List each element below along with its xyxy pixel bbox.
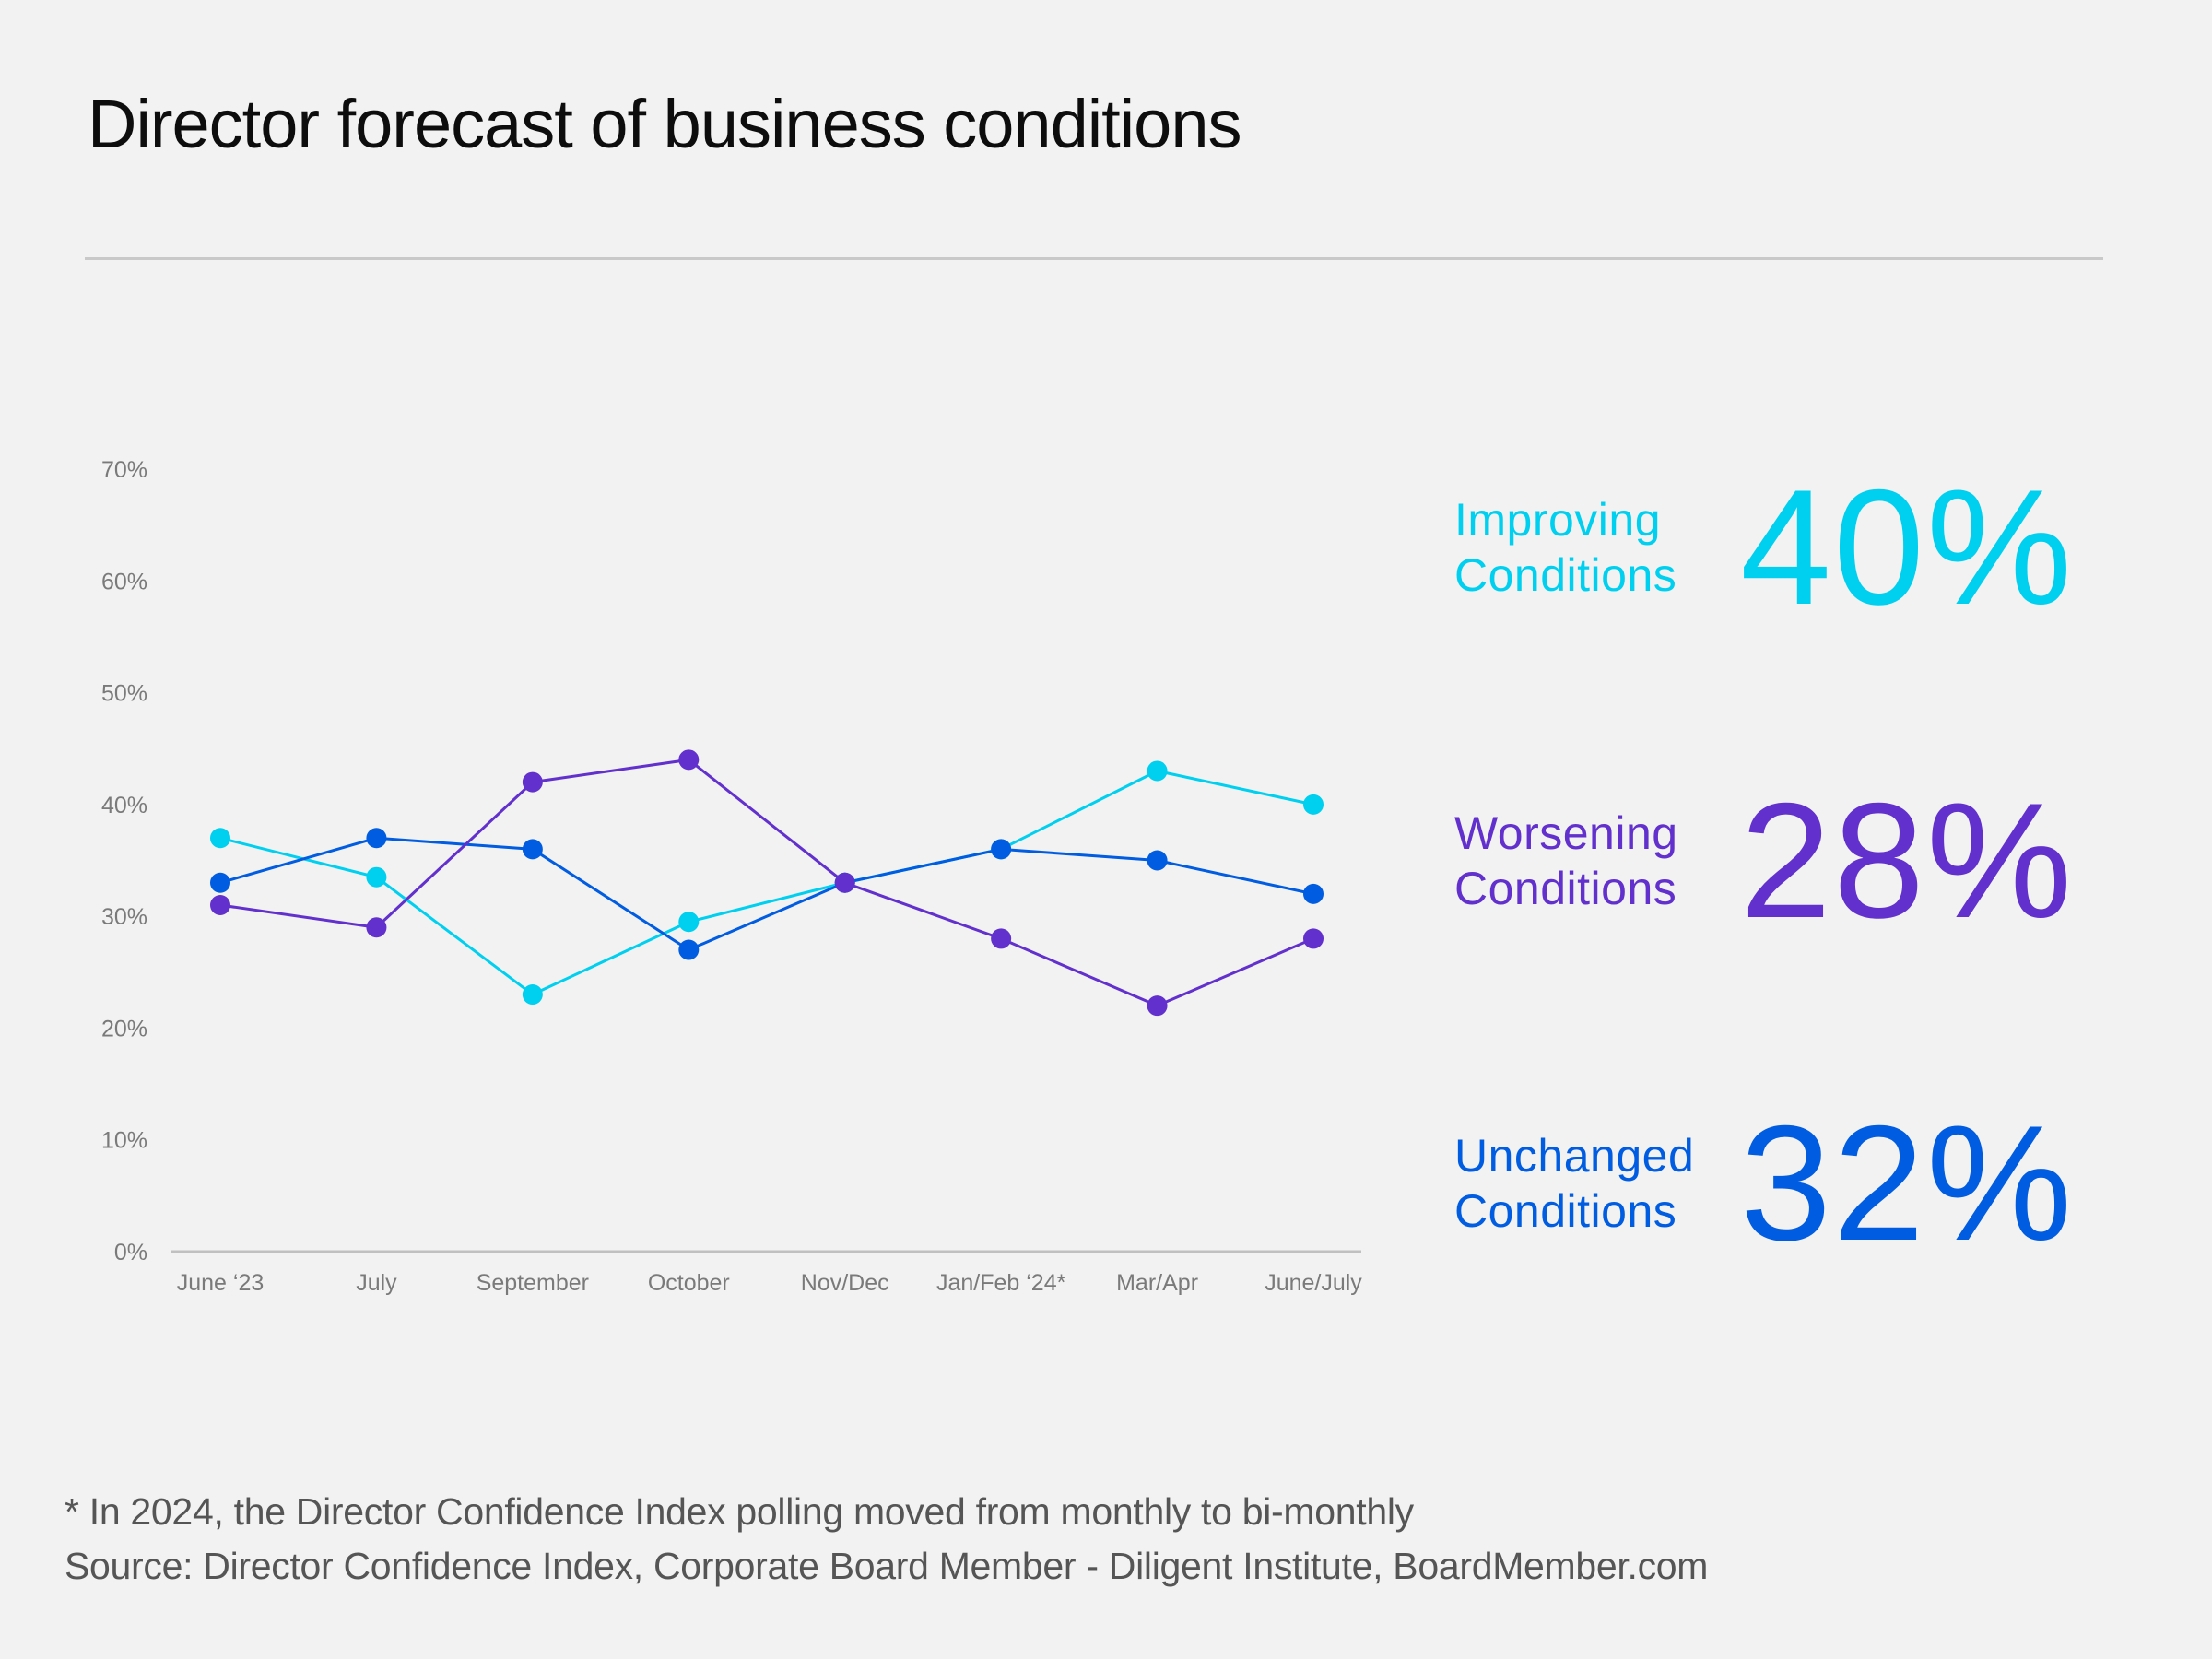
- kpi-worsening-line1: Worsening: [1454, 807, 1678, 859]
- series-line-improving: [219, 769, 1314, 996]
- x-tick-label: July: [356, 1270, 397, 1296]
- y-tick-label: 30%: [101, 904, 147, 930]
- series-line-unchanged: [219, 836, 1314, 952]
- data-point-worsening: [678, 749, 700, 771]
- data-point-unchanged: [991, 839, 1012, 860]
- kpi-improving-line1: Improving: [1454, 494, 1662, 546]
- chart-title: Director forecast of business conditions: [88, 86, 1241, 162]
- x-tick-label: September: [477, 1270, 589, 1296]
- kpi-improving: Improving Conditions 40%: [1454, 465, 2074, 629]
- kpi-unchanged-label: Unchanged Conditions: [1454, 1128, 1740, 1239]
- title-divider: [85, 257, 2103, 260]
- x-tick-label: June ‘23: [177, 1270, 265, 1296]
- y-tick-label: 70%: [101, 457, 147, 483]
- data-point-worsening: [1303, 928, 1324, 949]
- data-point-improving: [1303, 794, 1324, 815]
- kpi-improving-label: Improving Conditions: [1454, 492, 1740, 603]
- kpi-unchanged-line1: Unchanged: [1454, 1130, 1695, 1182]
- y-tick-label: 20%: [101, 1016, 147, 1041]
- data-point-unchanged: [366, 828, 387, 849]
- x-tick-label: October: [648, 1270, 730, 1296]
- data-point-improving: [1147, 760, 1168, 782]
- series-points: [210, 749, 1324, 1017]
- kpi-worsening-value: 28%: [1740, 769, 2075, 952]
- x-axis-ticks: June ‘23 July September October Nov/Dec Jan/F…: [177, 1270, 1363, 1296]
- data-point-worsening: [522, 771, 543, 793]
- data-point-worsening: [210, 895, 230, 916]
- data-point-worsening: [1147, 995, 1168, 1017]
- data-point-improving: [678, 912, 700, 933]
- kpi-worsening-line2: Conditions: [1454, 863, 1677, 914]
- data-point-unchanged: [210, 872, 230, 893]
- kpi-improving-value: 40%: [1740, 455, 2075, 639]
- data-point-worsening: [834, 872, 855, 893]
- y-tick-label: 10%: [101, 1128, 147, 1154]
- kpi-worsening: Worsening Conditions 28%: [1454, 779, 2074, 943]
- y-tick-label: 50%: [101, 681, 147, 707]
- data-point-worsening: [366, 917, 387, 938]
- y-axis-ticks: 0% 10% 20% 30% 40% 50% 60% 70%: [101, 457, 147, 1265]
- kpi-unchanged: Unchanged Conditions 32%: [1454, 1101, 2074, 1265]
- data-point-unchanged: [522, 839, 543, 860]
- y-tick-label: 40%: [101, 793, 147, 818]
- data-point-unchanged: [1147, 850, 1168, 871]
- data-point-improving: [366, 866, 387, 888]
- data-point-improving: [210, 828, 230, 849]
- data-point-unchanged: [678, 939, 700, 960]
- x-tick-label: Nov/Dec: [801, 1270, 889, 1296]
- x-tick-label: June/July: [1265, 1270, 1362, 1296]
- source-note: Source: Director Confidence Index, Corpo…: [65, 1545, 1709, 1587]
- kpi-unchanged-value: 32%: [1740, 1091, 2075, 1275]
- kpi-unchanged-line2: Conditions: [1454, 1185, 1677, 1237]
- data-point-unchanged: [1303, 883, 1324, 904]
- kpi-improving-line2: Conditions: [1454, 549, 1677, 601]
- series-line-worsening: [219, 758, 1314, 1007]
- kpi-worsening-label: Worsening Conditions: [1454, 806, 1740, 916]
- x-tick-label: Mar/Apr: [1116, 1270, 1198, 1296]
- y-tick-label: 0%: [114, 1240, 147, 1265]
- data-point-worsening: [991, 928, 1012, 949]
- y-tick-label: 60%: [101, 569, 147, 594]
- data-point-improving: [522, 984, 543, 1006]
- x-tick-label: Jan/Feb ‘24*: [936, 1270, 1066, 1296]
- series-lines: [219, 758, 1314, 1007]
- footnote: * In 2024, the Director Confidence Index…: [65, 1490, 1414, 1533]
